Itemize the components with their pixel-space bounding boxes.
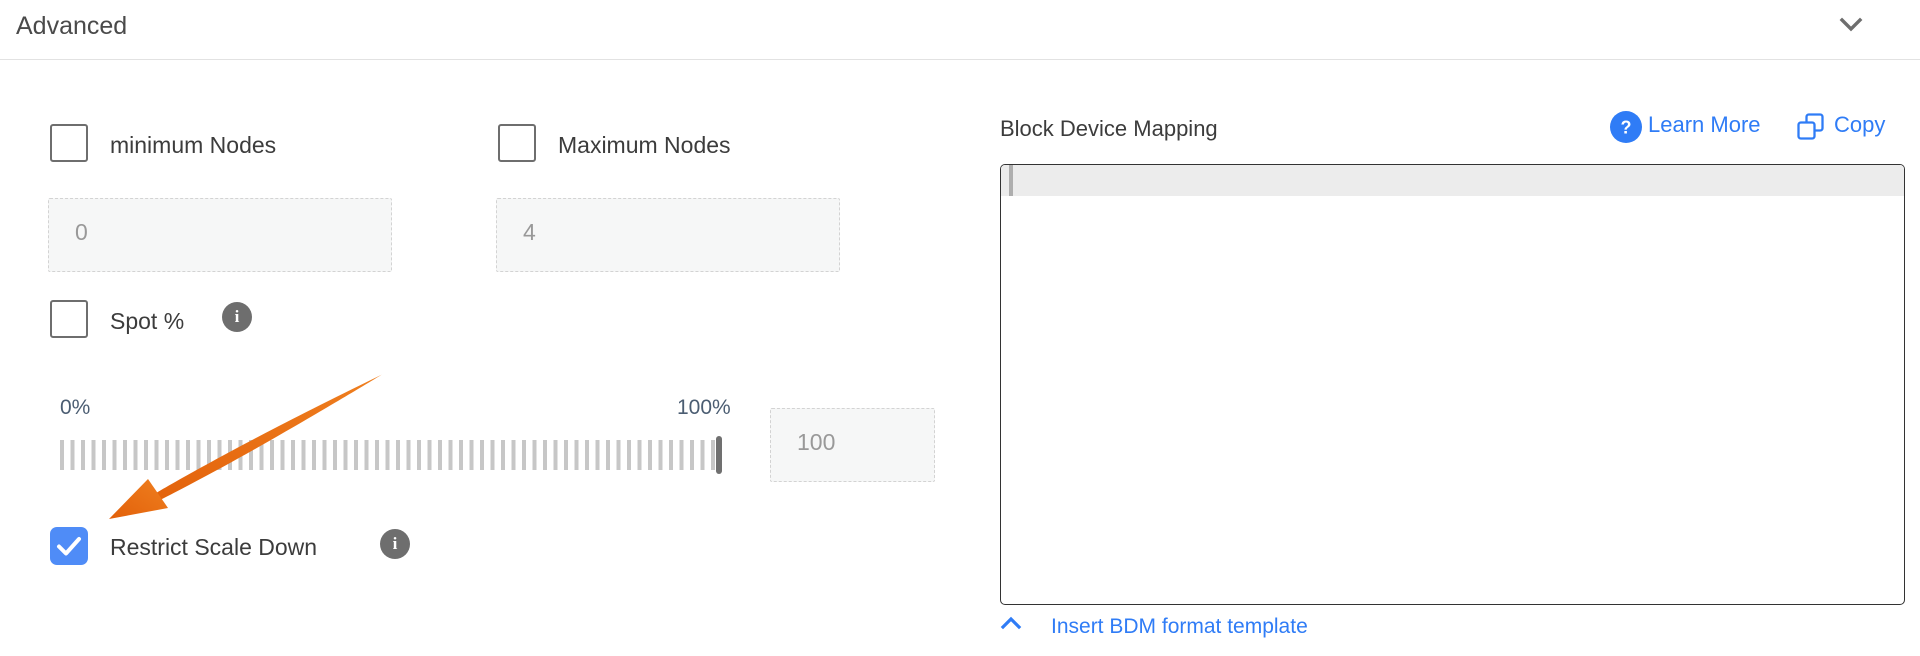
svg-text:?: ? — [1621, 118, 1632, 138]
